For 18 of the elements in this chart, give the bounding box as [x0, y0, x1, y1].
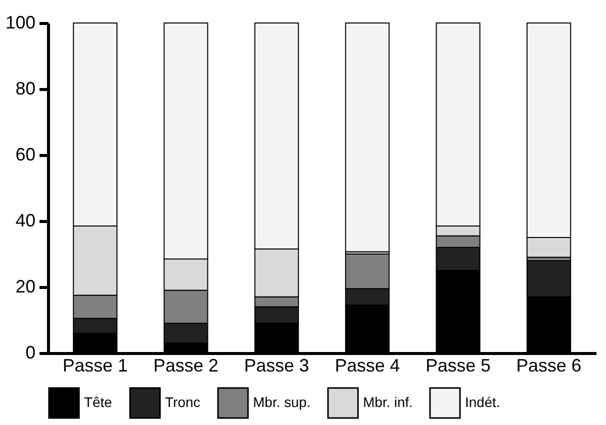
legend-label: Mbr. inf. — [363, 394, 413, 410]
legend-label: Tête — [84, 394, 112, 410]
y-tick-label: 80 — [15, 78, 36, 98]
x-tick-label: Passe 4 — [334, 356, 400, 376]
x-tick-label: Passe 6 — [516, 356, 582, 376]
y-tick-label: 60 — [15, 144, 36, 164]
legend-label: Indét. — [465, 394, 500, 410]
x-tick-label: Passe 1 — [62, 356, 128, 376]
y-tick-label: 100 — [5, 12, 36, 32]
x-tick-label: Passe 2 — [153, 356, 218, 376]
bar — [345, 22, 390, 252]
y-tick-label: 0 — [25, 342, 36, 362]
y-tick-label: 20 — [15, 276, 36, 296]
legend-label: Mbr. sup. — [253, 394, 311, 410]
legend-label: Tronc — [165, 394, 200, 410]
x-tick-label: Passe 5 — [426, 356, 491, 376]
x-tick-label: Passe 3 — [244, 356, 310, 376]
y-tick-label: 40 — [15, 210, 36, 230]
